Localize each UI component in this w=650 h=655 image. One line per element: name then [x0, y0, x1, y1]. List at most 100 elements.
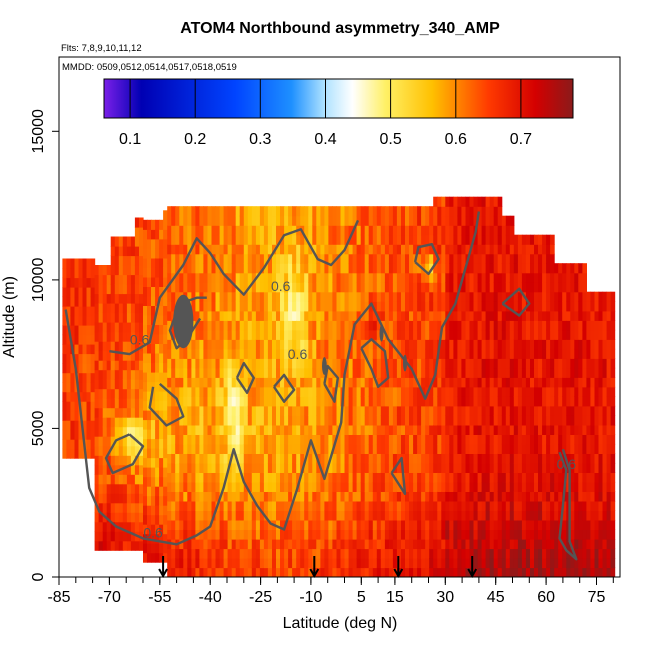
heatmap-cell	[171, 462, 176, 473]
heatmap-cell	[586, 320, 591, 331]
heatmap-cell	[352, 415, 358, 426]
heatmap-cell	[243, 491, 249, 502]
heatmap-cell	[598, 443, 604, 454]
heatmap-cell	[497, 215, 503, 226]
heatmap-cell	[550, 529, 555, 540]
heatmap-cell	[151, 381, 156, 392]
heatmap-cell	[372, 215, 378, 226]
heatmap-cell	[485, 558, 491, 569]
heatmap-cell	[441, 481, 446, 492]
heatmap-cell	[409, 253, 414, 264]
heatmap-cell	[497, 453, 503, 464]
heatmap-cell	[457, 548, 462, 559]
heatmap-cell	[235, 206, 241, 217]
heatmap-cell	[425, 396, 430, 407]
heatmap-cell	[582, 310, 587, 321]
heatmap-cell	[538, 510, 543, 521]
heatmap-cell	[284, 291, 289, 302]
heatmap-cell	[437, 500, 442, 511]
heatmap-cell	[469, 206, 475, 217]
heatmap-cell	[94, 445, 100, 456]
heatmap-cell	[243, 377, 249, 388]
heatmap-cell	[304, 320, 309, 331]
heatmap-cell	[489, 405, 495, 416]
heatmap-cell	[235, 405, 241, 416]
heatmap-cell	[530, 358, 535, 369]
heatmap-cell	[413, 548, 418, 559]
heatmap-cell	[114, 436, 120, 447]
heatmap-cell	[336, 472, 342, 483]
heatmap-cell	[457, 301, 462, 312]
heatmap-cell	[453, 500, 458, 511]
heatmap-cell	[320, 310, 325, 321]
heatmap-cell	[352, 377, 358, 388]
heatmap-cell	[263, 206, 269, 217]
flights-subtitle: Flts: 7,8,9,10,11,12	[61, 43, 142, 54]
heatmap-cell	[554, 472, 559, 483]
heatmap-cell	[304, 282, 309, 293]
heatmap-cell	[481, 244, 487, 255]
heatmap-cell	[562, 396, 567, 407]
heatmap-cell	[332, 310, 337, 321]
heatmap-cell	[534, 472, 539, 483]
heatmap-cell	[417, 510, 422, 521]
heatmap-cell	[441, 377, 446, 388]
heatmap-cell	[429, 225, 434, 236]
heatmap-cell	[175, 291, 180, 302]
heatmap-cell	[497, 415, 503, 426]
heatmap-cell	[525, 510, 531, 521]
heatmap-cell	[179, 225, 184, 236]
heatmap-cell	[376, 510, 382, 521]
heatmap-cell	[578, 472, 583, 483]
heatmap-cell	[517, 396, 523, 407]
heatmap-cell	[272, 263, 277, 274]
heatmap-cell	[485, 415, 491, 426]
heatmap-cell	[280, 539, 285, 550]
heatmap-cell	[126, 483, 132, 494]
heatmap-cell	[86, 344, 92, 355]
heatmap-cell	[90, 391, 96, 402]
heatmap-cell	[602, 481, 608, 492]
heatmap-cell	[272, 320, 277, 331]
heatmap-cell	[280, 386, 285, 397]
heatmap-cell	[550, 443, 555, 454]
heatmap-cell	[207, 481, 213, 492]
heatmap-cell	[199, 548, 204, 559]
heatmap-cell	[304, 367, 309, 378]
heatmap-cell	[171, 481, 176, 492]
heatmap-cell	[167, 320, 172, 331]
heatmap-cell	[167, 396, 172, 407]
heatmap-cell	[586, 396, 591, 407]
heatmap-cell	[606, 558, 612, 569]
heatmap-cell	[493, 206, 499, 217]
heatmap-cell	[284, 548, 289, 559]
heatmap-cell	[167, 244, 172, 255]
heatmap-cell	[477, 291, 483, 302]
heatmap-cell	[251, 405, 257, 416]
heatmap-cell	[530, 310, 535, 321]
heatmap-cell	[328, 567, 333, 577]
heatmap-cell	[509, 253, 515, 264]
heatmap-cell	[320, 263, 325, 274]
heatmap-cell	[396, 424, 402, 435]
heatmap-cell	[525, 244, 531, 255]
heatmap-cell	[179, 215, 184, 226]
heatmap-cell	[429, 206, 434, 217]
heatmap-cell	[449, 367, 454, 378]
heatmap-cell	[558, 301, 563, 312]
heatmap-cell	[86, 401, 92, 412]
heatmap-cell	[304, 358, 309, 369]
heatmap-cell	[276, 206, 281, 217]
heatmap-cell	[598, 424, 604, 435]
heatmap-cell	[280, 529, 285, 540]
heatmap-cell	[98, 398, 104, 409]
heatmap-cell	[235, 291, 241, 302]
heatmap-cell	[380, 405, 386, 416]
heatmap-cell	[328, 348, 333, 359]
heatmap-cell	[429, 253, 434, 264]
heatmap-cell	[215, 272, 221, 283]
heatmap-cell	[328, 548, 333, 559]
heatmap-cell	[231, 424, 237, 435]
heatmap-cell	[401, 415, 406, 426]
heatmap-cell	[489, 282, 495, 293]
